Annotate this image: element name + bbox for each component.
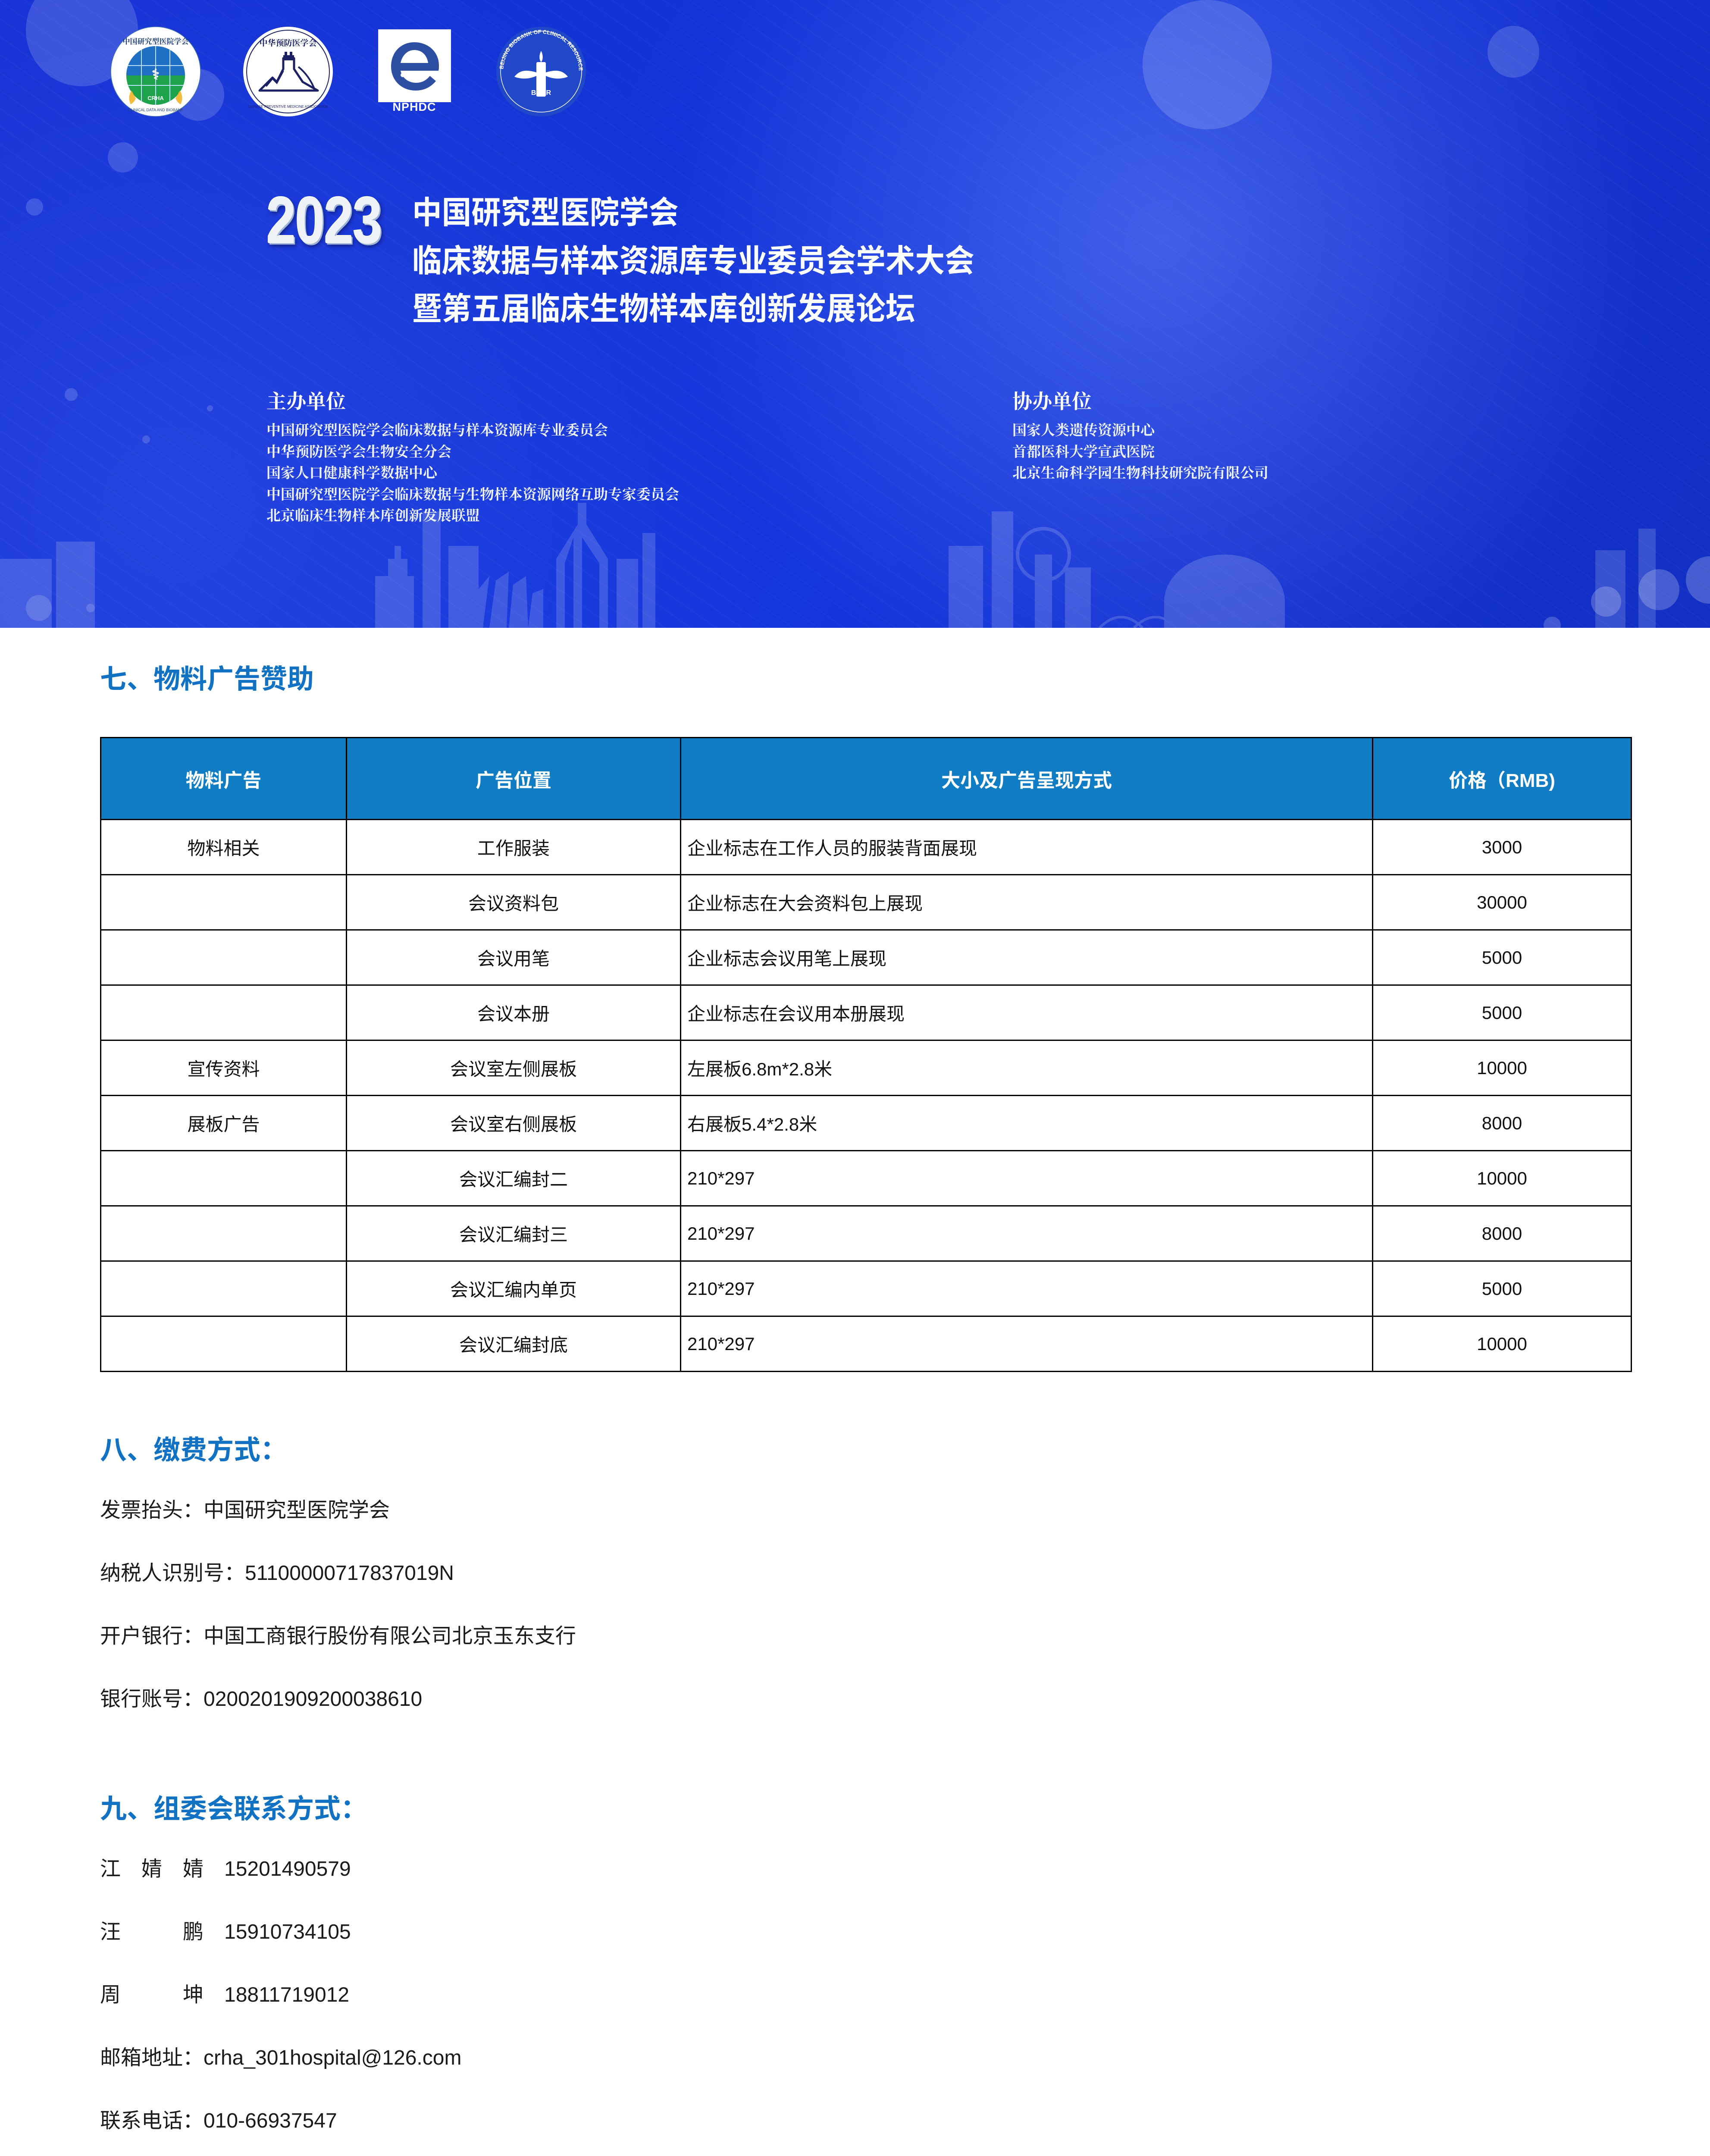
svg-text:CLINICAL DATA AND BIOBANK: CLINICAL DATA AND BIOBANK (128, 108, 183, 112)
svg-text:中华预防医学会: 中华预防医学会 (259, 38, 316, 48)
svg-text:中国研究型医院学会: 中国研究型医院学会 (123, 37, 189, 46)
svg-text:NPHDC: NPHDC (392, 100, 436, 113)
svg-text:CHINESE PREVENTIVE MEDICINE AS: CHINESE PREVENTIVE MEDICINE ASSOCIATION (248, 105, 328, 109)
svg-text:CRHA: CRHA (147, 95, 164, 101)
svg-text:⚕: ⚕ (152, 67, 160, 83)
svg-text:BBCR: BBCR (531, 89, 551, 97)
